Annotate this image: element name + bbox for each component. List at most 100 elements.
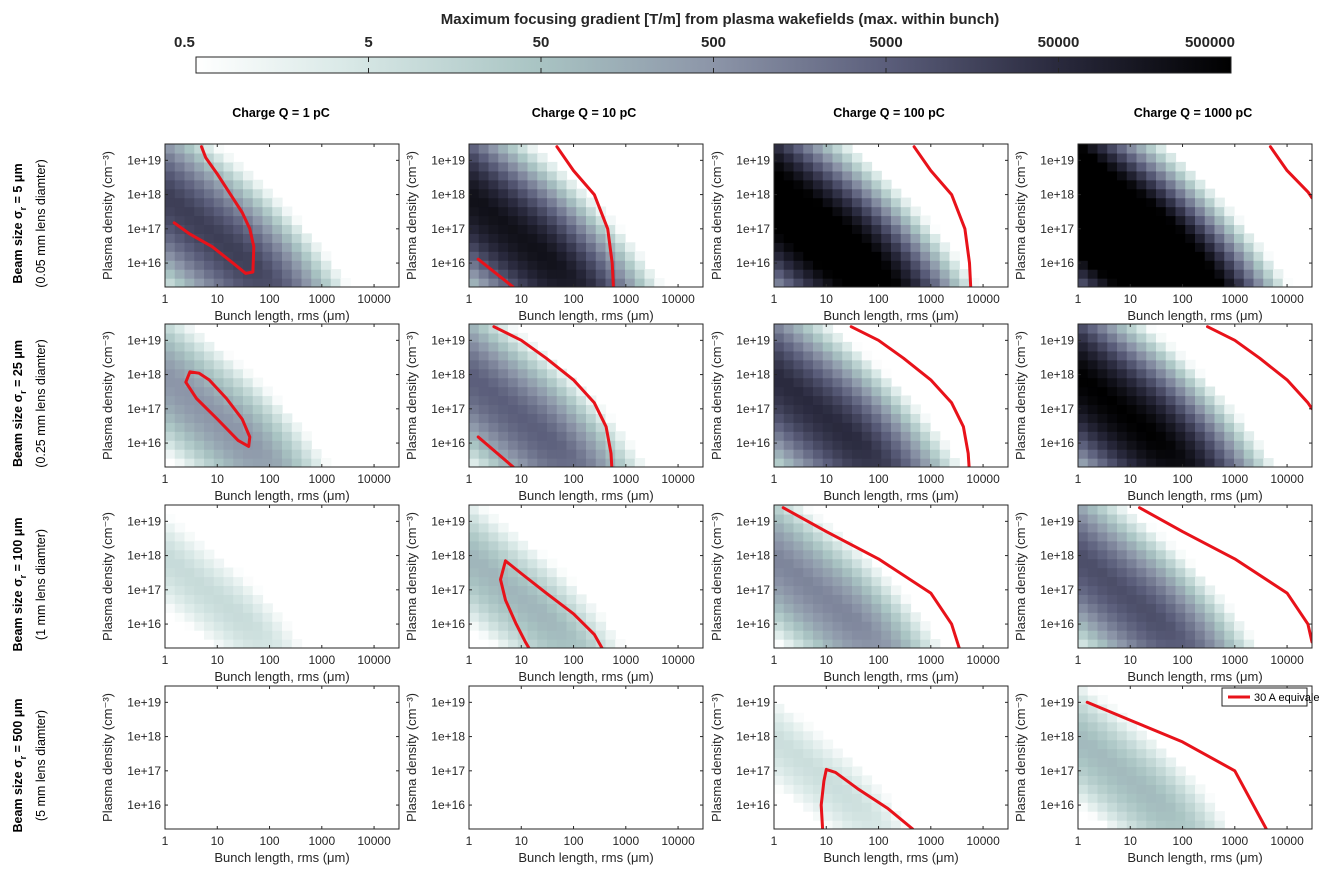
- x-tick-label: 1: [771, 834, 778, 848]
- heatmap-cell: [311, 251, 322, 261]
- heatmap-cell: [566, 242, 577, 252]
- heatmap-cell: [1204, 449, 1216, 459]
- heatmap-cell: [488, 233, 499, 243]
- heatmap-cell: [891, 458, 902, 467]
- heatmap-cell: [498, 603, 509, 613]
- heatmap-cell: [1175, 594, 1186, 604]
- heatmap-cell: [822, 144, 834, 154]
- heatmap-cell: [1117, 188, 1128, 199]
- heatmap-cell: [498, 413, 509, 423]
- heatmap-cell: [213, 422, 225, 432]
- heatmap-cell: [813, 386, 824, 397]
- heatmap-cell: [1156, 395, 1167, 406]
- heatmap-cell: [900, 197, 912, 208]
- heatmap-cell: [586, 206, 597, 217]
- heatmap-cell: [813, 377, 824, 388]
- heatmap-cell: [165, 404, 176, 414]
- heatmap-cell: [842, 368, 853, 379]
- heatmap-cell: [243, 449, 254, 459]
- heatmap-cell: [498, 278, 509, 287]
- heatmap-cell: [861, 621, 873, 631]
- heatmap-cell: [1117, 585, 1128, 595]
- heatmap-cell: [243, 251, 254, 261]
- heatmap-cell: [1146, 775, 1157, 785]
- heatmap-cell: [1165, 413, 1177, 423]
- heatmap-cell: [233, 377, 244, 388]
- heatmap-cell: [282, 422, 293, 432]
- heatmap-cell: [1117, 422, 1128, 432]
- heatmap-cell: [1146, 215, 1157, 226]
- heatmap-cell: [634, 251, 646, 261]
- heatmap-cell: [1117, 558, 1128, 569]
- heatmap-cell: [1165, 170, 1177, 181]
- y-axis-label: Plasma density (cm⁻³): [404, 693, 419, 822]
- heatmap-cell: [213, 377, 225, 388]
- heatmap-cell: [1087, 332, 1099, 343]
- heatmap-cell: [813, 558, 824, 569]
- heatmap-cell: [556, 422, 568, 432]
- heatmap-cell: [793, 766, 804, 776]
- heatmap-cell: [1117, 793, 1128, 803]
- heatmap-cell: [813, 639, 824, 648]
- heatmap-cell: [871, 621, 882, 631]
- heatmap-cell: [233, 233, 244, 243]
- y-tick-label: 1e+17: [1040, 764, 1074, 778]
- heatmap-cell: [1097, 278, 1108, 287]
- heatmap-cell: [1224, 224, 1235, 234]
- heatmap-cell: [547, 368, 558, 379]
- heatmap-cell: [488, 522, 499, 533]
- heatmap-cell: [184, 269, 195, 279]
- heatmap-cell: [1146, 558, 1157, 569]
- heatmap-cell: [1117, 513, 1128, 524]
- heatmap-cell: [517, 540, 529, 551]
- x-tick-label: 10: [1124, 834, 1138, 848]
- heatmap-cell: [783, 242, 795, 252]
- heatmap-cell: [1087, 188, 1099, 199]
- heatmap-cell: [1087, 603, 1099, 613]
- heatmap-cell: [301, 440, 312, 450]
- heatmap-cell: [547, 206, 558, 217]
- heatmap-cell: [1165, 431, 1177, 441]
- heatmap-cell: [1243, 251, 1255, 261]
- heatmap-cell: [547, 612, 558, 622]
- heatmap-cell: [1204, 639, 1216, 648]
- heatmap-cell: [204, 612, 215, 622]
- heatmap-cell: [576, 612, 587, 622]
- colorbar-tick-labels: 0.5 5 50 500 5000 50000 500000: [174, 34, 1235, 51]
- heatmap-cell: [1107, 449, 1118, 459]
- heatmap-cell: [891, 594, 902, 604]
- y-tick-label: 1e+18: [431, 188, 465, 202]
- heatmap-cell: [1146, 567, 1157, 578]
- heatmap-cell: [469, 513, 480, 524]
- heatmap-cell: [204, 630, 215, 640]
- heatmap-cell: [822, 549, 834, 560]
- heatmap-cell: [832, 549, 843, 560]
- heatmap-cell: [822, 612, 834, 622]
- y-axis-label: Plasma density (cm⁻³): [100, 693, 115, 822]
- heatmap-cell: [252, 206, 264, 217]
- heatmap-cell: [194, 431, 205, 441]
- heatmap-cell: [252, 612, 264, 622]
- heatmap-cell: [1214, 603, 1225, 613]
- heatmap-cell: [576, 621, 587, 631]
- heatmap-cell: [1204, 630, 1216, 640]
- heatmap-cell: [1097, 531, 1108, 542]
- heatmap-cell: [498, 431, 509, 441]
- heatmap-cell: [165, 549, 176, 560]
- heatmap-cell: [1117, 748, 1128, 759]
- heatmap-cell: [871, 368, 882, 379]
- heatmap-cell: [233, 251, 244, 261]
- heatmap-cell: [1204, 197, 1216, 208]
- heatmap-cell: [478, 567, 490, 578]
- heatmap-cell: [194, 161, 205, 172]
- heatmap-cell: [1136, 739, 1147, 750]
- heatmap-cell: [1087, 197, 1099, 208]
- heatmap-cell: [852, 170, 863, 181]
- row-title-text: Beam size σr = 5 μm: [11, 163, 28, 283]
- heatmap-cell: [881, 820, 892, 829]
- heatmap-cell: [566, 576, 577, 587]
- axes-frame: [164, 323, 400, 468]
- heatmap-cell: [1146, 603, 1157, 613]
- heatmap-cell: [852, 603, 863, 613]
- heatmap-cell: [1107, 395, 1118, 406]
